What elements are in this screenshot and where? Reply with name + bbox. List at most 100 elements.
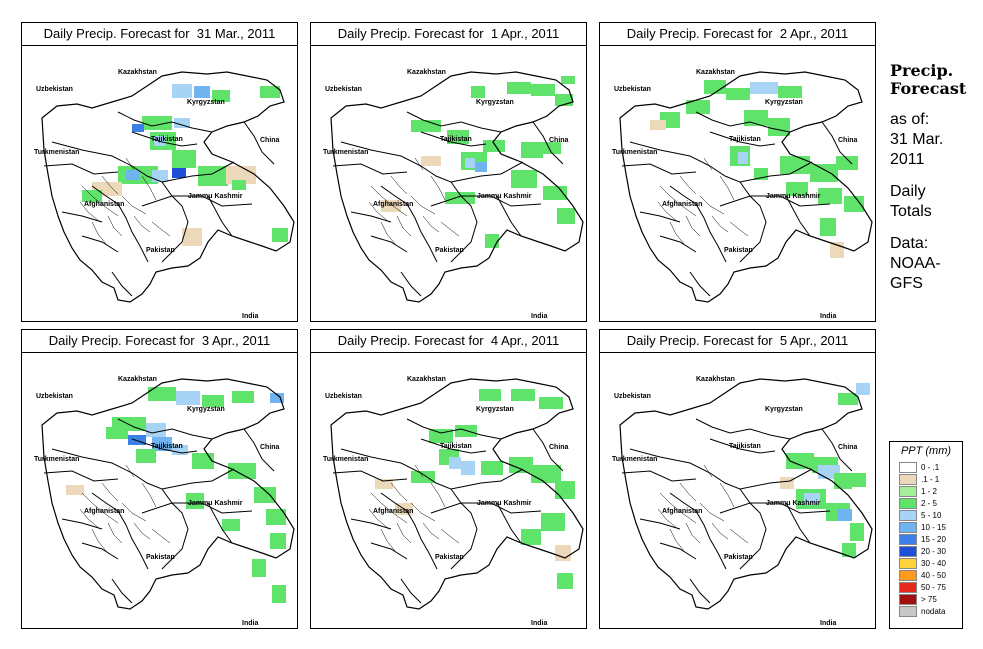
district-border [711, 522, 729, 540]
country-border [532, 121, 564, 165]
region-outline [330, 71, 584, 303]
country-border [141, 502, 253, 514]
map-label-india: India [820, 620, 836, 627]
totals-line1: Daily [890, 183, 926, 200]
precip-cell [531, 84, 555, 96]
district-border [669, 528, 685, 552]
precip-cells [66, 387, 286, 603]
country-border [81, 542, 119, 560]
country-border [61, 518, 103, 530]
map-label-jammu_kashmir: Jammu Kashmir [766, 193, 821, 200]
district-border [380, 528, 396, 552]
precip-cell [266, 509, 286, 525]
legend-label: 40 - 50 [921, 570, 946, 580]
legend-item: nodata [890, 605, 962, 617]
precip-cell [260, 86, 280, 98]
precip-cell [126, 170, 140, 180]
map-label-india: India [242, 313, 258, 320]
precip-cell [838, 393, 858, 405]
country-border [709, 131, 776, 147]
region-outline [619, 378, 873, 610]
precip-cell [768, 118, 790, 136]
precip-cell [136, 449, 156, 463]
country-border [719, 195, 831, 207]
map-label-uzbekistan: Uzbekistan [614, 393, 651, 400]
map-label-china: China [838, 444, 858, 451]
legend-label: 5 - 10 [921, 510, 942, 520]
precip-cell [750, 82, 778, 94]
district-border [657, 508, 679, 530]
map-label-china: China [549, 444, 569, 451]
country-border [496, 195, 522, 237]
precip-cell [810, 164, 838, 182]
legend-item: > 75 [890, 593, 962, 605]
forecast-panel-5: Daily Precip. Forecast for 4 Apr., 2011 … [310, 329, 587, 629]
legend-item: 20 - 30 [890, 545, 962, 557]
country-border [91, 492, 149, 570]
map-label-kyrgyzstan: Kyrgyzstan [765, 406, 803, 413]
map-svg: Kazakhstan Uzbekistan Kyrgyzstan Tajikistan… [323, 376, 584, 627]
map-label-tajikistan: Tajikistan [151, 136, 183, 143]
district-border [390, 482, 408, 502]
precip-cell [738, 152, 748, 164]
precip-cell [511, 389, 535, 401]
map-label-china: China [838, 137, 858, 144]
legend-item: 50 - 75 [890, 581, 962, 593]
map-label-tajikistan: Tajikistan [729, 443, 761, 450]
country-border [131, 131, 198, 147]
precip-cell [228, 463, 256, 479]
precip-cell [539, 397, 563, 409]
precip-cell [852, 473, 866, 487]
legend-item: 10 - 15 [890, 521, 962, 533]
precip-cell [856, 383, 870, 395]
country-border [785, 502, 811, 544]
country-border [785, 195, 811, 237]
district-border [151, 221, 171, 237]
precip-cell [539, 142, 561, 154]
map-label-jammu_kashmir: Jammu Kashmir [188, 500, 243, 507]
legend-swatch [899, 485, 917, 497]
precip-cells [381, 76, 575, 248]
map-label-turkmenistan: Turkmenistan [323, 456, 368, 463]
legend-swatch [899, 533, 917, 545]
district-border [368, 508, 390, 530]
map-label-afghanistan: Afghanistan [373, 508, 413, 515]
precip-cell [521, 142, 543, 158]
panel-title: Daily Precip. Forecast for 31 Mar., 2011 [22, 23, 297, 46]
map-label-kazakhstan: Kazakhstan [696, 69, 735, 76]
precip-cell [543, 186, 567, 200]
legend-label: 2 - 5 [921, 498, 938, 508]
precip-map: Kazakhstan Uzbekistan Kyrgyzstan Tajikistan… [600, 353, 875, 628]
map-label-uzbekistan: Uzbekistan [325, 393, 362, 400]
precip-cells [650, 80, 864, 258]
country-border [117, 418, 213, 440]
district-border [440, 221, 460, 237]
precip-cell [66, 485, 84, 495]
legend-swatch [899, 509, 917, 521]
country-border [111, 271, 133, 297]
region-outline [41, 71, 295, 303]
map-label-pakistan: Pakistan [435, 554, 464, 561]
country-border [243, 121, 275, 165]
precip-cell [483, 140, 505, 152]
legend-label: > 75 [921, 594, 937, 604]
country-border [141, 195, 253, 207]
map-label-turkmenistan: Turkmenistan [34, 149, 79, 156]
precip-cell [561, 76, 575, 84]
legend-swatch [899, 569, 917, 581]
precip-cell [146, 423, 166, 437]
precip-cell [471, 86, 485, 98]
map-svg: Kazakhstan Uzbekistan Kyrgyzstan Tajikistan… [612, 376, 873, 627]
precip-cell [421, 156, 441, 166]
map-label-uzbekistan: Uzbekistan [36, 393, 73, 400]
legend-swatch [899, 521, 917, 533]
map-label-turkmenistan: Turkmenistan [323, 149, 368, 156]
map-label-kyrgyzstan: Kyrgyzstan [765, 99, 803, 106]
country-border [51, 448, 189, 570]
district-border [703, 157, 713, 171]
precip-cell [541, 513, 565, 531]
precip-cell [481, 461, 503, 475]
map-label-uzbekistan: Uzbekistan [325, 86, 362, 93]
totals-line2: Totals [890, 203, 932, 220]
map-label-india: India [531, 620, 547, 627]
